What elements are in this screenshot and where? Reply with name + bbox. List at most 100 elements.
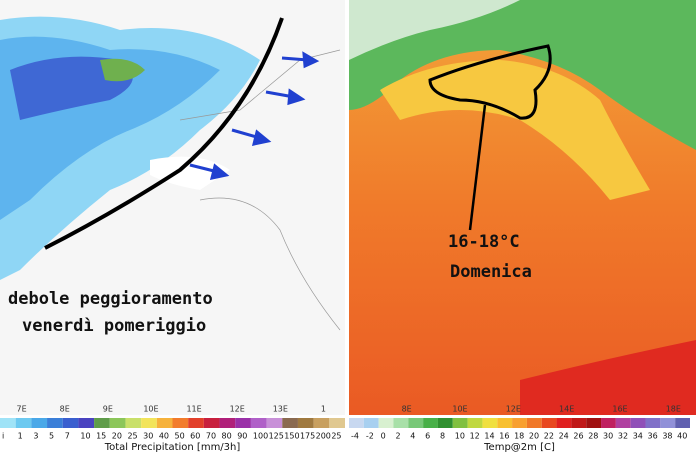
longitude-label: 8E: [402, 405, 412, 414]
color-swatch: [437, 418, 453, 428]
legend-label: -4: [351, 432, 359, 441]
color-swatch: [675, 418, 690, 428]
color-swatch: [526, 418, 542, 428]
color-swatch: [297, 418, 314, 428]
color-swatch: [78, 418, 95, 428]
color-swatch: [141, 418, 157, 428]
hot-area: [520, 340, 696, 415]
left-map: debole peggioramento venerdì pomeriggio …: [0, 0, 345, 415]
longitude-axis: 8E 10E 12E 14E 16E 18E: [402, 405, 681, 414]
legend-label: 12: [470, 432, 480, 441]
color-swatch: [630, 418, 646, 428]
warm-area: [380, 60, 650, 200]
legend-label: 25: [331, 432, 341, 441]
color-swatch: [235, 418, 251, 428]
longitude-axis: 7E 8E 9E 10E 11E 12E 13E 1: [16, 405, 326, 414]
legend-label: 15: [96, 432, 106, 441]
color-swatch: [329, 418, 345, 428]
legend-label: 7: [65, 432, 70, 441]
color-swatch: [188, 418, 204, 428]
longitude-label: 14E: [559, 405, 574, 414]
legend-label: 175: [300, 432, 315, 441]
legend-label: 38: [662, 432, 672, 441]
longitude-label: 9E: [103, 405, 113, 414]
legend-label: 14: [484, 432, 494, 441]
color-swatch: [497, 418, 513, 428]
clear-area: [150, 156, 230, 190]
legend-label: 40: [677, 432, 687, 441]
legend-title: Total Precipitation [mm/3h]: [104, 442, 241, 452]
legend-label: 25: [127, 432, 137, 441]
color-swatch: [512, 418, 527, 428]
legend-label: 32: [618, 432, 628, 441]
color-swatch: [15, 418, 32, 428]
pointer-line: [468, 104, 487, 231]
color-swatch: [571, 418, 587, 428]
longitude-label: 13E: [273, 405, 288, 414]
annotation: debole peggioramento: [8, 289, 213, 309]
cold-area: [349, 0, 696, 150]
legend-label: 4: [410, 432, 415, 441]
color-swatch: [156, 418, 173, 428]
longitude-label: 12E: [230, 405, 245, 414]
legend-label: 60: [190, 432, 200, 441]
legend-label: 0: [381, 432, 386, 441]
color-swatch: [31, 418, 48, 428]
legend-title: Temp@2m [C]: [483, 442, 555, 452]
legend-label: 30: [603, 432, 613, 441]
annotation: venerdì pomeriggio: [22, 316, 206, 336]
legend-label: 6: [425, 432, 430, 441]
color-swatch: [408, 418, 424, 428]
highlight-outline: [428, 44, 552, 120]
color-swatch: [250, 418, 267, 428]
legend-label: 22: [544, 432, 554, 441]
color-swatch: [0, 418, 16, 428]
longitude-label: 1: [321, 405, 326, 414]
legend-label: 200: [316, 432, 331, 441]
legend-label: 16: [499, 432, 509, 441]
legend-label: i: [2, 432, 4, 441]
color-swatch: [313, 418, 330, 428]
legend-label: 8: [440, 432, 445, 441]
color-swatch: [586, 418, 602, 428]
color-swatch: [615, 418, 631, 428]
legend-label: 90: [237, 432, 247, 441]
color-swatch: [172, 418, 189, 428]
legend-label: 20: [529, 432, 539, 441]
longitude-label: 10E: [143, 405, 158, 414]
color-swatch: [94, 418, 110, 428]
longitude-label: 7E: [16, 405, 26, 414]
color-swatch: [378, 418, 394, 428]
color-swatch: [556, 418, 572, 428]
annotation: Domenica: [450, 262, 532, 282]
legend-label: 10: [455, 432, 465, 441]
legend-label: 80: [222, 432, 232, 441]
legend: i 1 3 5 7 10 15 20 25 30 40 50 60 70 80 90 100 125 150 175 2…: [0, 418, 345, 452]
color-swatch: [109, 418, 126, 428]
longitude-label: 12E: [506, 405, 521, 414]
color-swatch: [541, 418, 557, 428]
longitude-label: 8E: [60, 405, 70, 414]
color-swatch: [47, 418, 63, 428]
color-swatch: [203, 418, 220, 428]
color-swatch: [219, 418, 236, 428]
color-swatch: [393, 418, 409, 428]
color-swatch: [467, 418, 483, 428]
legend-label: 24: [559, 432, 569, 441]
legend-label: 34: [633, 432, 643, 441]
longitude-label: 18E: [666, 405, 681, 414]
legend-label: 2: [395, 432, 400, 441]
legend-label: 150: [284, 432, 299, 441]
legend-label: 40: [159, 432, 169, 441]
front-line: [44, 17, 284, 250]
legend-label: 70: [206, 432, 216, 441]
color-swatch: [660, 418, 676, 428]
color-swatch: [482, 418, 498, 428]
legend-label: 28: [588, 432, 598, 441]
color-swatch: [452, 418, 468, 428]
legend-label: 100: [253, 432, 268, 441]
arrows: [189, 51, 320, 180]
legend-label: -2: [366, 432, 374, 441]
color-swatch: [363, 418, 379, 428]
